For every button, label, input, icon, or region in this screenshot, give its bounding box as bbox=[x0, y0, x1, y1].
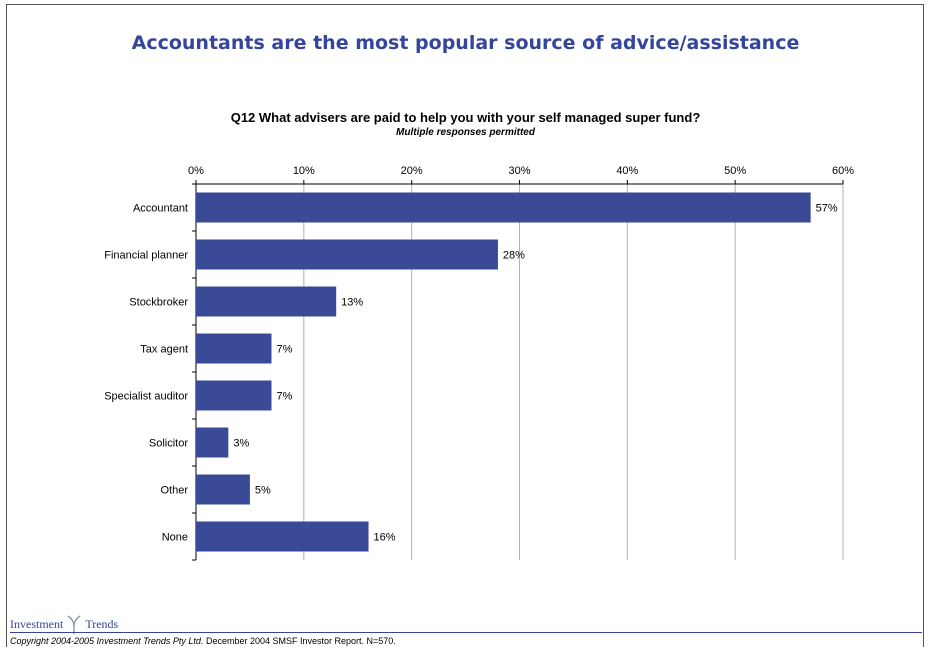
bar bbox=[196, 239, 498, 270]
slide-frame bbox=[6, 4, 924, 647]
bar bbox=[196, 427, 229, 458]
footer-text: Copyright 2004-2005 Investment Trends Pt… bbox=[10, 636, 396, 646]
category-label: Solicitor bbox=[149, 438, 188, 450]
investment-trends-logo: Investment Trends bbox=[10, 614, 118, 634]
data-label: 3% bbox=[233, 438, 249, 450]
bar bbox=[196, 474, 250, 505]
x-tick-label: 30% bbox=[508, 165, 530, 177]
data-label: 28% bbox=[503, 250, 525, 262]
x-tick-label: 50% bbox=[724, 165, 746, 177]
data-label: 13% bbox=[341, 297, 363, 309]
bar bbox=[196, 286, 337, 317]
category-label: Accountant bbox=[133, 203, 188, 215]
category-label: Stockbroker bbox=[129, 297, 188, 309]
category-label: Specialist auditor bbox=[104, 391, 188, 403]
category-label: Financial planner bbox=[104, 250, 188, 262]
copyright-text: Copyright 2004-2005 Investment Trends Pt… bbox=[10, 636, 204, 646]
data-label: 7% bbox=[276, 391, 292, 403]
logo-word-trends: Trends bbox=[85, 617, 119, 631]
category-label: Tax agent bbox=[140, 344, 188, 356]
data-label: 57% bbox=[816, 203, 838, 215]
x-tick-label: 60% bbox=[832, 165, 854, 177]
x-tick-label: 40% bbox=[616, 165, 638, 177]
x-tick-label: 20% bbox=[401, 165, 423, 177]
category-label: None bbox=[162, 532, 188, 544]
investment-trends-logo-icon bbox=[67, 615, 81, 634]
slide-headline: Accountants are the most popular source … bbox=[131, 32, 800, 54]
bar bbox=[196, 380, 272, 411]
footer-divider bbox=[10, 632, 922, 633]
data-label: 7% bbox=[276, 344, 292, 356]
chart-subtitle: Multiple responses permitted bbox=[396, 127, 535, 138]
report-text: December 2004 SMSF Investor Report. N=57… bbox=[203, 636, 396, 646]
x-tick-label: 0% bbox=[188, 165, 204, 177]
category-label: Other bbox=[160, 485, 188, 497]
chart-title: Q12 What advisers are paid to help you w… bbox=[230, 110, 701, 125]
bar bbox=[196, 333, 272, 364]
bar bbox=[196, 521, 369, 552]
x-tick-label: 10% bbox=[293, 165, 315, 177]
data-label: 16% bbox=[374, 532, 396, 544]
data-label: 5% bbox=[255, 485, 271, 497]
bar bbox=[196, 192, 811, 223]
logo-word-investment: Investment bbox=[10, 617, 64, 631]
